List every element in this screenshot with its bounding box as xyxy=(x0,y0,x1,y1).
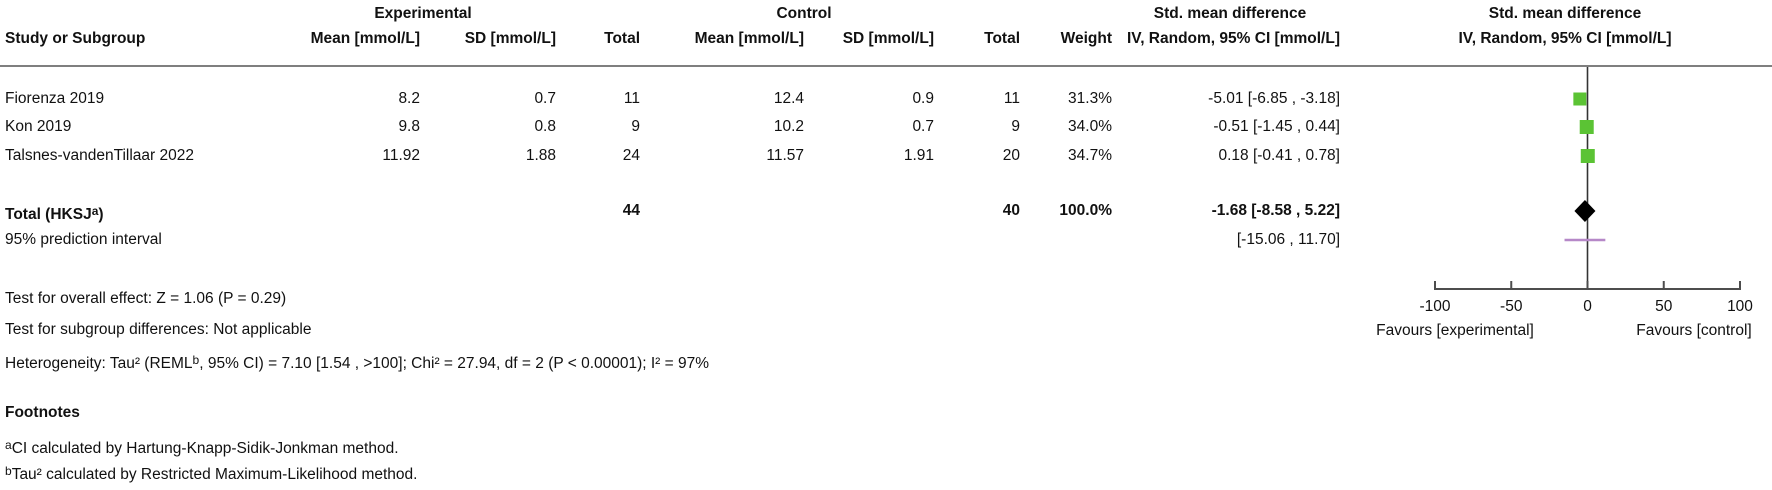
ci-value: -5.01 [-6.85 , -3.18] xyxy=(1208,90,1340,107)
total-row: Total (HKSJa) 44 40 100.0% -1.68 [-8.58 … xyxy=(0,201,1772,223)
table-row: Talsnes-vandenTillaar 2022 11.92 1.88 24… xyxy=(0,146,1772,166)
header-row-groups: Experimental Control Std. mean differenc… xyxy=(0,4,1772,24)
exp-mean-value: 9.8 xyxy=(398,118,420,135)
total-ci-value: -1.68 [-8.58 , 5.22] xyxy=(1211,202,1340,219)
ctrl-total-value: 11 xyxy=(1003,90,1020,107)
footnote-b: bTau² calculated by Restricted Maximum-L… xyxy=(5,464,418,483)
exp-sd-value: 0.8 xyxy=(534,118,556,135)
study-col-header: Study or Subgroup xyxy=(5,30,146,47)
heterogeneity-stats: Heterogeneity: Tau² (REMLb, 95% CI) = 7.… xyxy=(5,353,710,372)
exp-total-value: 11 xyxy=(623,90,640,107)
ctrl-sd-value: 1.91 xyxy=(903,147,934,164)
total-label: Total (HKSJa) xyxy=(5,204,104,223)
study-name: Talsnes-vandenTillaar 2022 xyxy=(5,147,194,164)
ci-value: -0.51 [-1.45 , 0.44] xyxy=(1213,118,1340,135)
weight-header: Weight xyxy=(1060,30,1112,47)
axis-tick-label: -50 xyxy=(1500,298,1523,315)
exp-mean-value: 8.2 xyxy=(398,90,420,107)
footnote-marker-a: a xyxy=(91,204,99,218)
exp-mean-header: Mean [mmol/L] xyxy=(310,30,420,47)
weight-value: 34.0% xyxy=(1068,118,1112,135)
footnote-marker-b: b xyxy=(5,464,12,478)
prediction-label: 95% prediction interval xyxy=(5,231,162,248)
prediction-ci-value: [-15.06 , 11.70] xyxy=(1236,231,1340,248)
exp-total-value: 24 xyxy=(622,147,640,164)
ctrl-mean-value: 12.4 xyxy=(773,90,804,107)
axis-tick-label: 0 xyxy=(1583,298,1592,315)
axis-tick-label: 50 xyxy=(1655,298,1673,315)
plot-header-line2: IV, Random, 95% CI [mmol/L] xyxy=(1458,30,1672,47)
ctrl-mean-value: 11.57 xyxy=(766,147,804,164)
exp-sd-value: 0.7 xyxy=(534,90,556,107)
subgroup-diff-test: Test for subgroup differences: Not appli… xyxy=(5,321,312,338)
smd-header-line2: IV, Random, 95% CI [mmol/L] xyxy=(1126,30,1340,47)
ctrl-total-value: 9 xyxy=(1011,118,1020,135)
study-name: Kon 2019 xyxy=(5,118,72,135)
total-exp-n: 44 xyxy=(622,202,640,219)
overall-effect-test: Test for overall effect: Z = 1.06 (P = 0… xyxy=(5,290,287,307)
study-name: Fiorenza 2019 xyxy=(5,90,105,107)
footnote-marker-a: a xyxy=(5,438,12,452)
footnote-marker-b: b xyxy=(192,353,200,367)
exp-sd-value: 1.88 xyxy=(525,147,556,164)
ctrl-sd-header: SD [mmol/L] xyxy=(842,30,934,47)
exp-mean-value: 11.92 xyxy=(382,147,420,164)
axis-tick-label: 100 xyxy=(1727,298,1753,315)
exp-total-value: 9 xyxy=(631,118,640,135)
footnote-a: aCI calculated by Hartung-Knapp-Sidik-Jo… xyxy=(5,438,399,457)
exp-group-header: Experimental xyxy=(374,5,472,22)
axis-tick-label: -100 xyxy=(1419,298,1451,315)
plot-header-line1: Std. mean difference xyxy=(1488,5,1642,22)
ctrl-mean-value: 10.2 xyxy=(773,118,804,135)
table-row: Fiorenza 2019 8.2 0.7 11 12.4 0.9 11 31.… xyxy=(0,89,1772,109)
smd-header-line1: Std. mean difference xyxy=(1153,5,1307,22)
footnotes-heading: Footnotes xyxy=(5,404,80,421)
table-row: Kon 2019 9.8 0.8 9 10.2 0.7 9 34.0% -0.5… xyxy=(0,117,1772,137)
ctrl-mean-header: Mean [mmol/L] xyxy=(694,30,804,47)
favours-left-label: Favours [experimental] xyxy=(1376,322,1534,339)
ctrl-sd-value: 0.7 xyxy=(912,118,934,135)
ci-value: 0.18 [-0.41 , 0.78] xyxy=(1218,147,1340,164)
header-divider xyxy=(0,65,1772,67)
exp-total-header: Total xyxy=(604,30,640,47)
exp-sd-header: SD [mmol/L] xyxy=(464,30,556,47)
ctrl-total-header: Total xyxy=(984,30,1020,47)
header-row-columns: Study or Subgroup Mean [mmol/L] SD [mmol… xyxy=(0,29,1772,49)
ctrl-total-value: 20 xyxy=(1002,147,1020,164)
prediction-interval-row: 95% prediction interval [-15.06 , 11.70] xyxy=(0,230,1772,250)
favours-right-label: Favours [control] xyxy=(1636,322,1752,339)
ctrl-group-header: Control xyxy=(776,5,832,22)
ctrl-sd-value: 0.9 xyxy=(912,90,934,107)
weight-value: 34.7% xyxy=(1068,147,1112,164)
total-ctrl-n: 40 xyxy=(1002,202,1020,219)
total-weight: 100.0% xyxy=(1059,202,1112,219)
weight-value: 31.3% xyxy=(1068,90,1112,107)
